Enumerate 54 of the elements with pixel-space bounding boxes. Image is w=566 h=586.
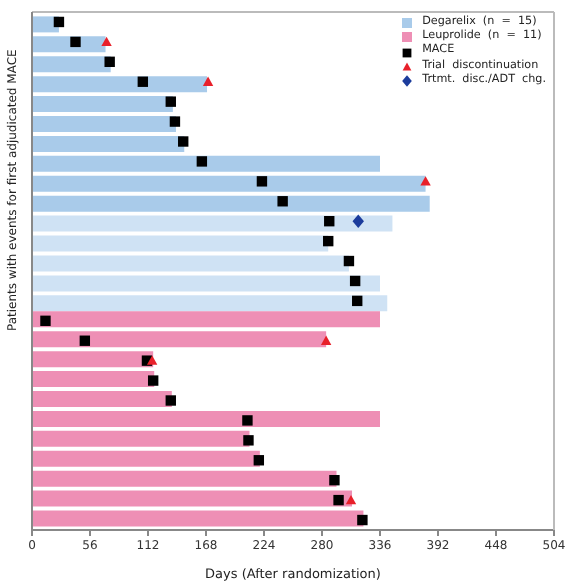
point (420, 176, 431, 186)
point (79, 335, 91, 346)
point (104, 56, 115, 68)
point (256, 176, 268, 187)
bar (32, 195, 430, 212)
point (196, 156, 208, 167)
bar (32, 510, 364, 527)
point (323, 235, 334, 247)
bar (32, 371, 155, 388)
point (333, 494, 344, 506)
point (165, 96, 176, 107)
point (147, 375, 159, 386)
point (146, 355, 158, 365)
point (70, 36, 81, 48)
bar (32, 56, 111, 73)
bar (32, 96, 173, 113)
point (253, 455, 265, 466)
point (178, 136, 189, 147)
point (349, 275, 361, 287)
point (169, 116, 181, 127)
point (329, 474, 340, 486)
point (324, 215, 335, 227)
point (357, 514, 368, 526)
bar (32, 295, 388, 312)
point (101, 36, 112, 47)
bar (32, 490, 353, 507)
point (343, 255, 355, 267)
bar (32, 76, 208, 93)
bar (32, 175, 426, 192)
bar (32, 135, 185, 152)
point (202, 76, 214, 86)
bar (32, 470, 337, 487)
bar (32, 155, 380, 172)
point (53, 16, 65, 28)
point (320, 335, 332, 345)
bar (32, 430, 250, 447)
point (277, 196, 288, 207)
point (40, 315, 51, 327)
bar (32, 116, 176, 132)
point (352, 214, 364, 228)
point (243, 435, 254, 446)
bar (32, 331, 327, 348)
bar (32, 275, 380, 292)
bar (32, 215, 393, 232)
point (165, 395, 176, 406)
bar (32, 450, 260, 467)
point (345, 494, 357, 505)
bar (32, 391, 172, 407)
point (137, 76, 149, 87)
bar (32, 311, 380, 328)
point (352, 295, 363, 307)
point (242, 415, 253, 426)
bar (32, 410, 380, 427)
bar (32, 351, 154, 368)
